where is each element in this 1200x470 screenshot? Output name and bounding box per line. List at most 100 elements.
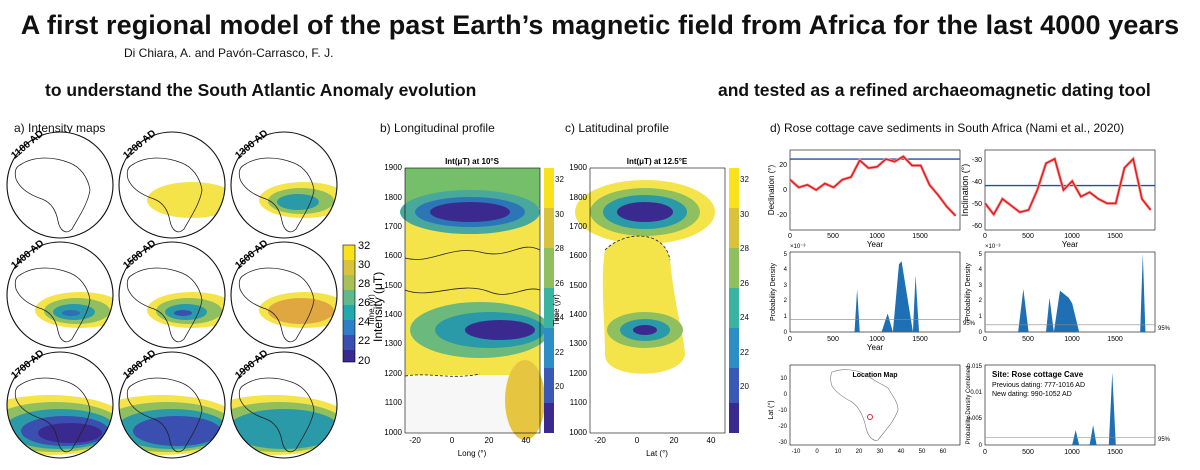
series-line [789,155,957,217]
cbar-tick: 20 [358,355,370,367]
svg-text:500: 500 [1022,233,1034,240]
svg-text:40: 40 [898,449,905,455]
svg-text:1600: 1600 [569,251,587,260]
intensity-map: 1300 AD [230,130,338,239]
svg-text:Probability Density: Probability Density [770,263,777,321]
svg-text:1000: 1000 [1064,336,1080,343]
svg-text:Year: Year [867,240,884,249]
svg-text:Lat (°): Lat (°) [767,400,775,419]
cbar-tick: 32 [358,240,370,252]
svg-text:0: 0 [788,336,792,343]
density-peak [1046,297,1054,332]
svg-text:0: 0 [979,443,983,449]
svg-text:1900: 1900 [384,163,402,172]
svg-text:0: 0 [983,336,987,343]
density-peak [1108,372,1116,445]
svg-text:-10: -10 [792,449,801,455]
svg-text:1000: 1000 [384,428,402,437]
svg-text:Year: Year [1062,240,1079,249]
density-peak [912,275,920,332]
density-peak [881,313,893,332]
svg-text:Declination (°): Declination (°) [767,165,776,216]
x-axis-label: Long (°) [458,449,487,458]
pd1-plot [789,251,961,333]
svg-text:0: 0 [983,449,987,456]
svg-text:500: 500 [827,233,839,240]
svg-text:2: 2 [979,298,983,304]
svg-text:-40: -40 [972,179,982,186]
svg-text:1300: 1300 [384,339,402,348]
svg-text:1500: 1500 [384,281,402,290]
poster-title: A first regional model of the past Earth… [20,10,1180,40]
svg-text:0: 0 [983,233,987,240]
cbar-tick: 28 [358,278,370,290]
svg-text:1800: 1800 [384,193,402,202]
svg-text:-60: -60 [972,223,982,230]
intensity-map: 1500 AD [118,238,226,349]
svg-text:1000: 1000 [869,336,885,343]
intensity-maps: 1100 AD 1200 AD 1300 AD 1400 AD 1500 AD 1600 … [6,130,385,459]
svg-text:20: 20 [779,162,787,169]
density-peak [854,288,860,332]
profile-contours [575,180,715,374]
svg-text:5: 5 [784,252,788,258]
svg-text:20: 20 [485,436,494,445]
density-peak [1018,289,1029,332]
svg-text:500: 500 [1022,449,1034,456]
svg-text:1500: 1500 [1107,233,1123,240]
svg-text:-20: -20 [409,436,421,445]
svg-text:0: 0 [784,330,788,336]
colorbar-label: Intensity (μT) [371,272,385,342]
svg-text:Inclination (°): Inclination (°) [960,164,970,217]
svg-text:5: 5 [979,252,983,258]
svg-text:4: 4 [979,267,983,273]
svg-text:-20: -20 [778,424,787,430]
svg-text:0: 0 [784,392,788,398]
cbar-tick: 24 [358,316,370,328]
left-subtitle: to understand the South Atlantic Anomaly… [45,80,477,100]
svg-text:Location Map: Location Map [852,372,897,379]
svg-text:500: 500 [1022,336,1034,343]
svg-text:1000: 1000 [869,233,885,240]
africa-outline [830,369,899,441]
svg-text:0.005: 0.005 [967,416,983,422]
svg-text:1000: 1000 [1064,449,1080,456]
svg-text:95%: 95% [1158,437,1171,443]
svg-text:-30: -30 [778,440,787,446]
intensity-colorbar [342,244,356,363]
svg-text:0: 0 [635,436,640,445]
intensity-map: 1700 AD [6,348,114,459]
series-line [984,157,1152,216]
svg-text:1700: 1700 [384,222,402,231]
density-peak [1140,253,1146,332]
profile-c-cbar-ticks: 32 30 28 26 24 22 20 [740,175,749,391]
svg-text:Probability Density Combined: Probability Density Combined [966,366,972,445]
panel-a-label: a) Intensity maps [14,121,106,135]
latitudinal-profile: Int(μT) at 12.5°E 1900 1800 1700 1600 15… [552,157,739,458]
profile-b-cbar-ticks: 32 30 28 26 24 22 20 [555,175,564,391]
svg-text:-30: -30 [972,157,982,164]
intensity-map: 1900 AD [230,348,338,459]
svg-text:1500: 1500 [1107,336,1123,343]
svg-text:0: 0 [783,187,787,194]
svg-text:-20: -20 [594,436,606,445]
y-axis-label: Time (yr) [367,294,376,326]
svg-text:1000: 1000 [1064,233,1080,240]
svg-text:1200: 1200 [384,369,402,378]
density-peak [1053,290,1080,332]
plot-title: Int(μT) at 12.5°E [627,157,688,166]
svg-text:1100: 1100 [385,398,403,407]
cbar-tick: 26 [358,297,370,309]
svg-text:95%: 95% [963,321,976,327]
authors: Di Chiara, A. and Pavón-Carrasco, F. J. [124,46,334,60]
right-subtitle: and tested as a refined archaeomagnetic … [718,80,1151,100]
panel-b-label: b) Longitudinal profile [380,121,495,135]
svg-text:0.01: 0.01 [970,390,982,396]
longitudinal-profile: Int(μT) at 10°S 1900 1800 1700 1600 1500… [367,157,554,458]
panel-c-label: c) Latitudinal profile [565,121,670,135]
svg-text:0: 0 [815,449,819,455]
svg-text:-10: -10 [778,408,787,414]
svg-text:Year: Year [867,343,884,352]
svg-text:1900: 1900 [569,163,587,172]
svg-text:1500: 1500 [1107,449,1123,456]
